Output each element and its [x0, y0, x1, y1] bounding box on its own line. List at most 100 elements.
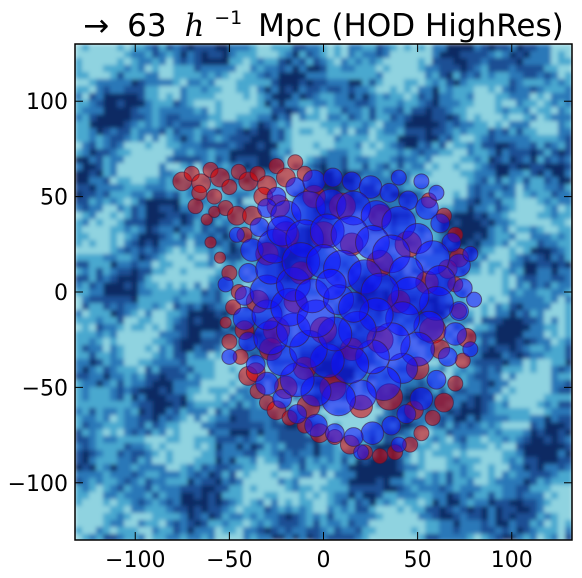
density-cell — [446, 387, 454, 395]
density-cell — [194, 450, 202, 458]
density-cell — [110, 429, 118, 437]
plot-area — [75, 44, 572, 540]
density-cell — [138, 142, 146, 150]
density-cell — [453, 345, 461, 353]
density-cell — [509, 359, 517, 367]
density-cell — [159, 436, 167, 444]
density-cell — [376, 163, 384, 171]
density-cell — [131, 380, 139, 388]
density-cell — [369, 156, 377, 164]
density-cell — [544, 499, 552, 507]
density-cell — [411, 485, 419, 493]
density-cell — [544, 275, 552, 283]
density-cell — [222, 408, 230, 416]
density-cell — [89, 408, 97, 416]
density-cell — [565, 65, 572, 73]
density-cell — [474, 254, 482, 262]
density-cell — [306, 492, 314, 500]
density-cell — [404, 485, 412, 493]
density-cell — [180, 205, 188, 213]
density-cell — [215, 331, 223, 339]
density-cell — [117, 457, 125, 465]
density-cell — [502, 408, 510, 416]
density-cell — [145, 450, 153, 458]
density-cell — [75, 492, 83, 500]
density-cell — [75, 443, 83, 451]
density-cell — [243, 121, 251, 129]
density-cell — [502, 485, 510, 493]
density-cell — [376, 44, 384, 52]
density-cell — [502, 51, 510, 59]
density-cell — [439, 443, 447, 451]
density-cell — [180, 247, 188, 255]
density-cell — [537, 422, 545, 430]
density-cell — [565, 191, 572, 199]
density-cell — [124, 121, 132, 129]
density-cell — [411, 457, 419, 465]
density-cell — [383, 408, 391, 416]
density-cell — [201, 394, 209, 402]
density-cell — [530, 513, 538, 521]
density-cell — [558, 471, 566, 479]
density-cell — [432, 163, 440, 171]
density-cell — [159, 86, 167, 94]
density-cell — [138, 478, 146, 486]
density-cell — [208, 387, 216, 395]
density-cell — [166, 485, 174, 493]
density-cell — [103, 58, 111, 66]
density-cell — [327, 156, 335, 164]
density-cell — [558, 394, 566, 402]
density-cell — [558, 198, 566, 206]
density-cell — [495, 282, 503, 290]
density-cell — [201, 128, 209, 136]
density-cell — [166, 289, 174, 297]
density-cell — [530, 373, 538, 381]
density-cell — [110, 135, 118, 143]
density-cell — [138, 303, 146, 311]
density-cell — [215, 240, 223, 248]
density-cell — [159, 534, 167, 540]
density-cell — [488, 149, 496, 157]
density-cell — [299, 464, 307, 472]
density-cell — [250, 506, 258, 514]
density-cell — [362, 513, 370, 521]
density-cell — [551, 415, 559, 423]
density-cell — [89, 212, 97, 220]
density-cell — [453, 401, 461, 409]
density-cell — [117, 422, 125, 430]
density-cell — [117, 268, 125, 276]
density-cell — [474, 65, 482, 73]
density-cell — [376, 170, 384, 178]
density-cell — [502, 121, 510, 129]
density-cell — [495, 198, 503, 206]
density-cell — [82, 58, 90, 66]
density-cell — [117, 79, 125, 87]
density-cell — [103, 520, 111, 528]
density-cell — [117, 450, 125, 458]
density-cell — [551, 324, 559, 332]
density-cell — [537, 520, 545, 528]
density-cell — [362, 534, 370, 540]
density-cell — [292, 394, 300, 402]
density-cell — [75, 93, 83, 101]
density-cell — [138, 352, 146, 360]
density-cell — [201, 247, 209, 255]
density-cell — [432, 464, 440, 472]
density-cell — [495, 65, 503, 73]
density-cell — [145, 366, 153, 374]
density-cell — [208, 464, 216, 472]
density-cell — [432, 114, 440, 122]
density-cell — [243, 513, 251, 521]
density-cell — [425, 79, 433, 87]
density-cell — [369, 149, 377, 157]
density-cell — [236, 394, 244, 402]
density-cell — [418, 44, 426, 52]
density-cell — [82, 534, 90, 540]
density-cell — [131, 240, 139, 248]
density-cell — [327, 58, 335, 66]
density-cell — [215, 485, 223, 493]
density-cell — [145, 499, 153, 507]
density-cell — [103, 79, 111, 87]
density-cell — [229, 100, 237, 108]
density-cell — [320, 408, 328, 416]
